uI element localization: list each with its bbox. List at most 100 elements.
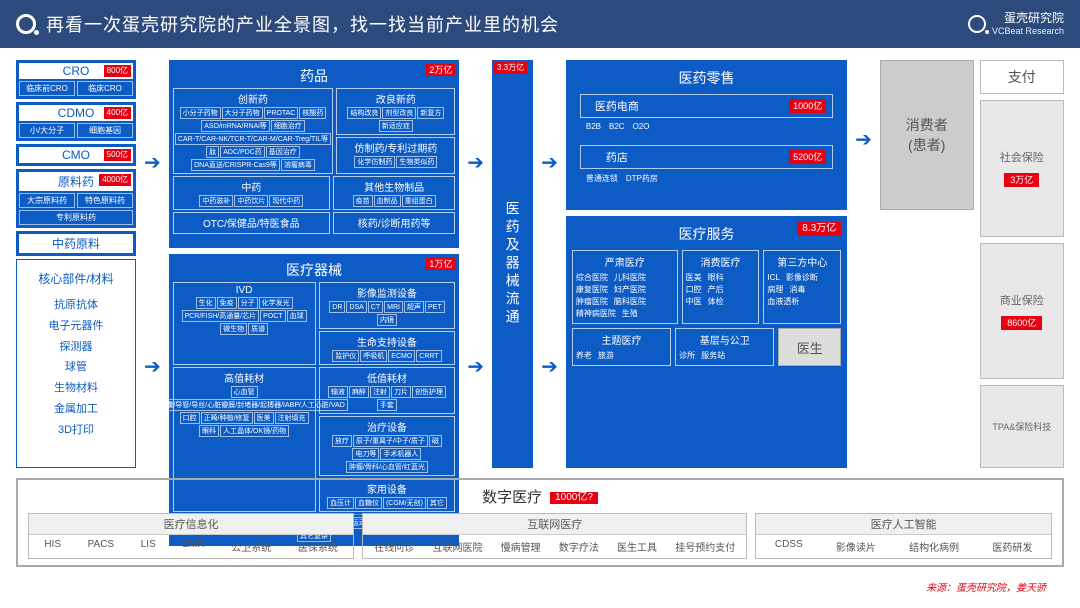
- api-tag: 4000亿: [99, 174, 131, 186]
- subpanel-title: 低值耗材: [322, 370, 453, 385]
- consumer-medical: 消费医疗 医美眼科口腔产后中医体检: [682, 250, 760, 324]
- brand-sub: VCBeat Research: [992, 26, 1064, 37]
- material-item: 球管: [21, 357, 131, 378]
- svc-items: 综合医院儿科医院康复医院妇产医院肿瘤医院脑科医院精神病医院生殖: [576, 272, 674, 320]
- items: 结构改良剂型改良新复方新适应症: [339, 107, 452, 132]
- generic-drugs: 仿制药/专利过期药 化学仿制药生物类似药: [336, 137, 455, 174]
- cmo-tag: 500亿: [104, 149, 131, 161]
- devices-title: 医疗器械: [173, 258, 456, 282]
- col-consumer: 消费者 (患者): [880, 60, 974, 468]
- subpanel-title: 生命支持设备: [322, 334, 453, 349]
- commercial-tag: 8600亿: [1001, 316, 1042, 330]
- primary-care: 基层与公卫 诊所服务站: [675, 328, 774, 366]
- improved-drugs: 改良新药 结构改良剂型改良新复方新适应症: [336, 88, 455, 135]
- retail-title: 医药零售: [572, 66, 841, 90]
- material-item: 电子元器件: [21, 316, 131, 337]
- retail-online-items: B2BB2CO2O: [586, 122, 827, 131]
- digital-info: 医疗信息化 HISPACSLISEMR公卫系统医保系统: [28, 513, 354, 559]
- retail-panel: 医药零售 医药电商 1000亿 B2BB2CO2O 药店 5200亿 普通连锁D…: [566, 60, 847, 210]
- otc-drugs: OTC/保健品/特医食品: [173, 212, 330, 234]
- arrow-col-2: ➔ ➔: [465, 60, 486, 468]
- subpanel-title: 其他生物制品: [336, 179, 452, 194]
- subpanel-title: 仿制药/专利过期药: [339, 140, 452, 155]
- arrow-col-4: ➔: [853, 60, 874, 468]
- arrow-icon: ➔: [467, 354, 484, 379]
- material-item: 生物材料: [21, 378, 131, 399]
- svc-title: 主题医疗: [576, 332, 667, 347]
- tcm-raw-group: 中药原料: [16, 231, 136, 256]
- cmo-group: CMO500亿: [16, 144, 136, 166]
- life-panel: 生命支持设备监护仪呼吸机ECMOCRRT: [319, 331, 456, 365]
- material-item: 3D打印: [21, 420, 131, 441]
- col-products: 药品 2万亿 创新药 小分子药物大分子药物PROTAC核酸药ASO/mRNA/R…: [169, 60, 460, 468]
- social-tag: 3万亿: [1004, 173, 1039, 187]
- main-content: CRO800亿 临床前CRO临床CRO CDMO400亿 小/大分子细胞基因 C…: [0, 48, 1080, 600]
- items: 中药滋补中药饮片现代中药: [176, 195, 327, 207]
- col-downstream: 医药零售 医药电商 1000亿 B2BB2CO2O 药店 5200亿 普通连锁D…: [566, 60, 847, 468]
- subpanel-title: 中药: [176, 179, 327, 194]
- logo-icon: [16, 14, 36, 34]
- arrow-icon: ➔: [541, 150, 558, 175]
- innovative-drugs: 创新药 小分子药物大分子药物PROTAC核酸药ASO/mRNA/RNAi等细胞治…: [173, 88, 334, 174]
- cell: 细胞基因: [77, 123, 133, 138]
- surgery-panel: 治疗设备放疗原子/重离子/中子/质子磁电刀等手术机器人肿瘤/骨科/心血管/红蓝光: [319, 416, 456, 476]
- items: 输液麻醉注射刀片创伤护理手套: [322, 386, 453, 411]
- commercial-insurance: 商业保险 8600亿: [980, 243, 1064, 380]
- cdmo-tag: 400亿: [104, 107, 131, 119]
- subpanel-title: 影像监测设备: [322, 285, 453, 300]
- cell: 小/大分子: [19, 123, 75, 138]
- doctor-box: 医生: [778, 328, 841, 366]
- theme-medical: 主题医疗 养老旅游: [572, 328, 671, 366]
- label: TPA&保险科技: [992, 420, 1051, 433]
- bio-drugs: 其他生物制品 疫苗血制品重组蛋白: [333, 176, 455, 210]
- api-group: 原料药4000亿 大宗原料药特色原料药 专利原料药: [16, 169, 136, 228]
- items: CDSS影像读片结构化病例医药研发: [756, 535, 1051, 558]
- retail-online-tag: 1000亿: [789, 99, 826, 113]
- brand: 蛋壳研究院 VCBeat Research: [968, 11, 1064, 36]
- col-upstream: CRO800亿 临床前CRO临床CRO CDMO400亿 小/大分子细胞基因 C…: [16, 60, 136, 468]
- cro-title: CRO800亿: [19, 63, 133, 79]
- material-item: 探测器: [21, 337, 131, 358]
- subpanel-title: 治疗设备: [322, 419, 453, 434]
- svc-items: 医美眼科口腔产后中医体检: [686, 272, 756, 308]
- cro-group: CRO800亿 临床前CRO临床CRO: [16, 60, 136, 99]
- arrow-icon: ➔: [144, 354, 161, 379]
- svc-title: 消费医疗: [686, 254, 756, 269]
- col-flow: 3.3万亿 医药及器械流通: [492, 60, 533, 468]
- flow-box: 3.3万亿 医药及器械流通: [492, 60, 533, 468]
- subpanel-title: 核药/诊断用药等: [336, 215, 452, 230]
- items: HISPACSLISEMR公卫系统医保系统: [29, 535, 353, 558]
- consumer-label: 消费者: [906, 115, 948, 135]
- service-tag: 8.3万亿: [797, 222, 841, 236]
- cdmo-title: CDMO400亿: [19, 105, 133, 121]
- items: 疫苗血制品重组蛋白: [336, 195, 452, 207]
- digital-title: 数字医疗1000亿?: [28, 486, 1052, 507]
- brand-name: 蛋壳研究院: [992, 11, 1064, 25]
- digital-internet: 互联网医疗 在线问诊互联网医院慢病管理数字疗法医生工具挂号预约支付: [362, 513, 747, 559]
- label: 社会保险: [1000, 149, 1044, 165]
- items: DRDSACTMRI超声PET内镜: [322, 301, 453, 326]
- svc-title: 严肃医疗: [576, 254, 674, 269]
- third-party: 第三方中心 ICL影像诊断病理消毒血液透析: [763, 250, 841, 324]
- brand-logo-icon: [968, 15, 986, 33]
- material-item: 抗原抗体: [21, 295, 131, 316]
- pay-title: 支付: [980, 60, 1064, 94]
- cell: 特色原料药: [77, 193, 133, 208]
- retail-store: 药店 5200亿: [580, 145, 833, 169]
- arrow-col-3: ➔ ➔: [539, 60, 560, 468]
- header: 再看一次蛋壳研究院的产业全景图，找一找当前产业里的机会 蛋壳研究院 VCBeat…: [0, 0, 1080, 48]
- arrow-icon: ➔: [855, 127, 872, 152]
- digital-ai: 医疗人工智能 CDSS影像读片结构化病例医药研发: [755, 513, 1052, 559]
- items: 生化免疫分子化学发光PCR/FISH/高通量/芯片POCT血球微生物质谱: [176, 297, 313, 335]
- flow-text: 医药及器械流通: [503, 201, 523, 327]
- arrow-icon: ➔: [541, 354, 558, 379]
- svc-items: ICL影像诊断病理消毒血液透析: [767, 272, 837, 308]
- col-title: 互联网医疗: [363, 514, 746, 535]
- cell: 临床前CRO: [19, 81, 75, 96]
- arrow-icon: ➔: [144, 150, 161, 175]
- label: 医药电商: [587, 98, 647, 114]
- tpa-box: TPA&保险科技: [980, 385, 1064, 468]
- page-title: 再看一次蛋壳研究院的产业全景图，找一找当前产业里的机会: [46, 11, 968, 37]
- cmo-title: CMO500亿: [19, 147, 133, 163]
- svc-title: 第三方中心: [767, 254, 837, 269]
